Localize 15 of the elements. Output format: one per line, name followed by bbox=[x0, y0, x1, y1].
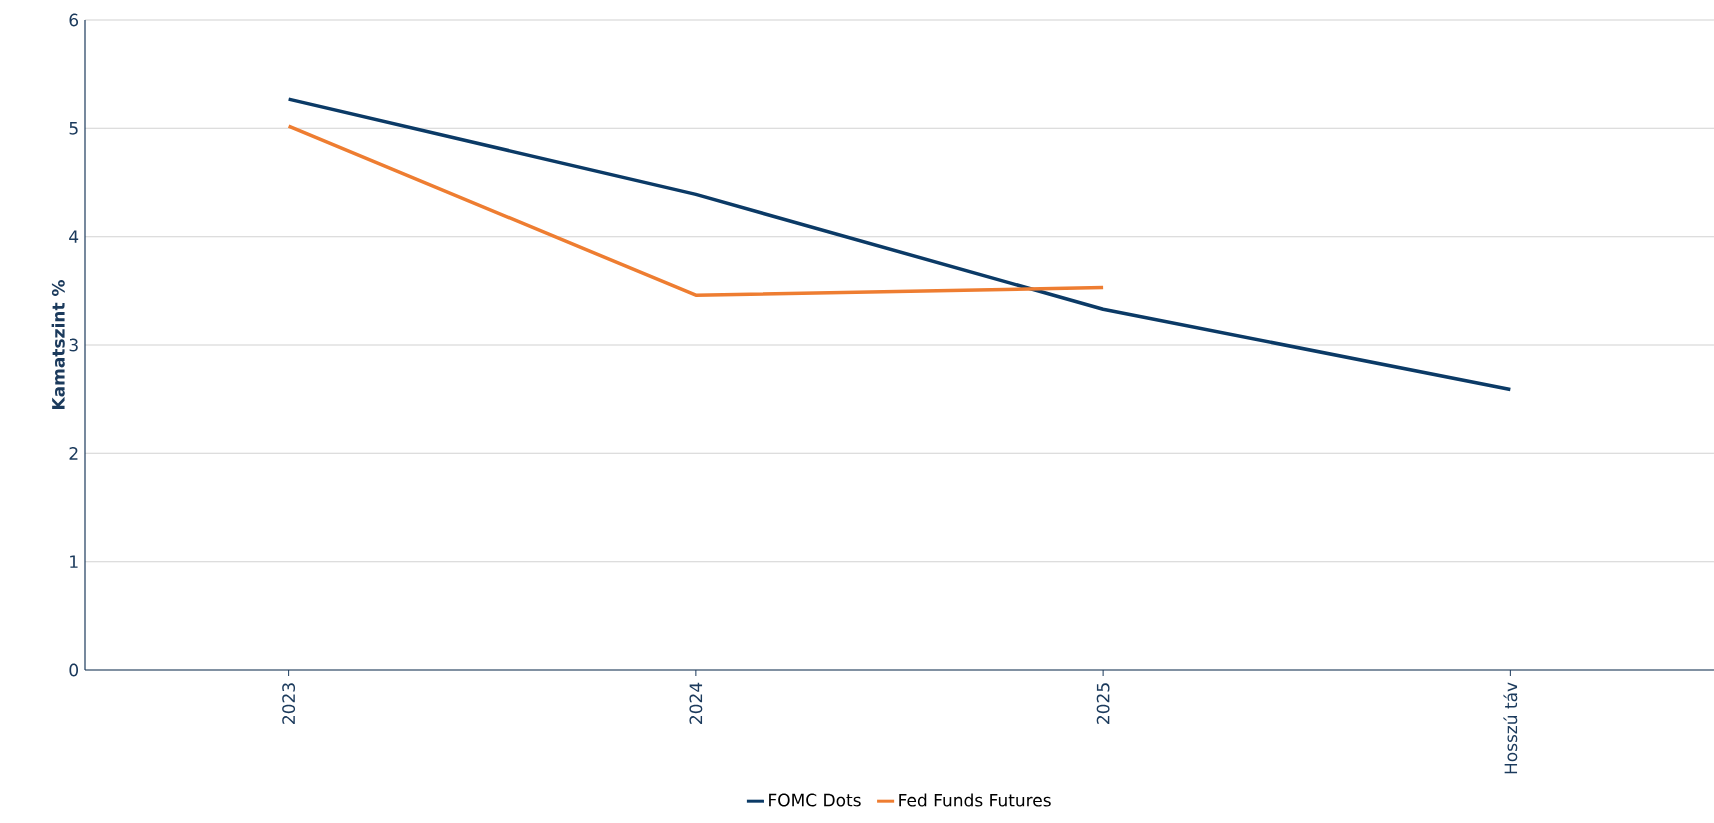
y-tick-label: 4 bbox=[69, 230, 79, 243]
y-tick-label: 1 bbox=[70, 555, 78, 568]
y-tick-label: 0 bbox=[69, 663, 79, 677]
x-tick-label: Hosszú táv bbox=[1503, 682, 1518, 774]
legend-label: FOMC Dots bbox=[769, 793, 861, 807]
x-tick-label: 2024 bbox=[689, 682, 703, 724]
x-tick-label: 2025 bbox=[1096, 683, 1110, 724]
y-tick-label: 5 bbox=[69, 122, 78, 135]
y-axis-title: Kamatszint % bbox=[51, 280, 65, 409]
line-series bbox=[286, 97, 1513, 392]
y-tick-label: 6 bbox=[69, 13, 79, 27]
legend-label: Fed Funds Futures bbox=[899, 793, 1051, 807]
x-tick-label: 2023 bbox=[282, 683, 296, 724]
y-tick-label: 3 bbox=[69, 338, 78, 352]
y-tick-label: 2 bbox=[69, 447, 78, 460]
